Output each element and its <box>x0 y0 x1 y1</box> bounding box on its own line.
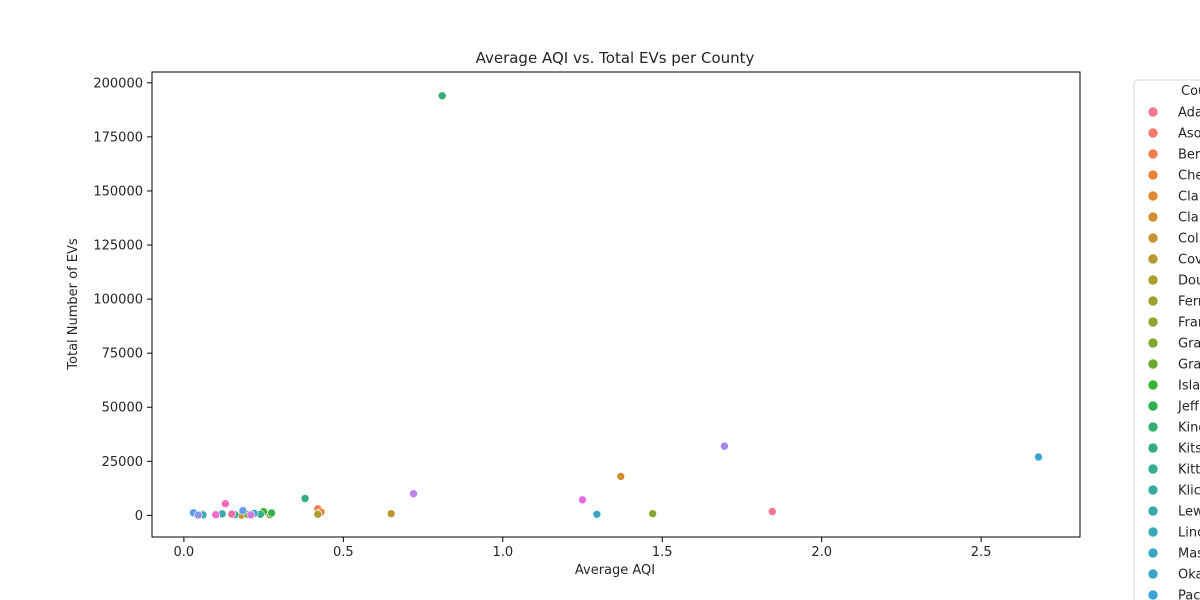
scatter-point <box>221 499 230 508</box>
legend-label: Ferr <box>1178 295 1200 310</box>
legend-marker <box>1147 253 1159 265</box>
y-tick-label: 50000 <box>102 401 143 416</box>
scatter-point <box>211 510 221 520</box>
legend-label: Cla <box>1178 211 1199 226</box>
legend-marker <box>1147 169 1159 181</box>
legend-marker <box>1147 358 1159 370</box>
scatter-point <box>616 472 626 481</box>
scatter-point <box>238 506 248 515</box>
legend-marker <box>1147 505 1159 517</box>
legend-marker <box>1147 484 1159 496</box>
y-tick-label: 75000 <box>102 347 143 362</box>
legend-label: Gra <box>1178 358 1200 373</box>
y-tick-label: 0 <box>135 509 143 524</box>
scatter-point <box>227 509 237 519</box>
legend-marker <box>1147 379 1159 391</box>
legend-label: Cov <box>1178 253 1200 268</box>
scatter-point <box>648 509 657 518</box>
scatter-points <box>189 91 1043 520</box>
legend-marker <box>1147 190 1159 202</box>
legend-marker <box>1147 337 1159 349</box>
y-tick-label: 100000 <box>93 293 143 308</box>
x-tick-label: 0.0 <box>174 545 195 560</box>
legend-label: Linc <box>1178 526 1200 541</box>
legend-label: Che <box>1178 169 1200 184</box>
legend-label: Ber <box>1178 148 1200 163</box>
legend-items: Ada Aso Ber Che Cla Cla Col Cov Dou Ferr Fran Gra Gr… <box>1147 106 1200 600</box>
legend-marker <box>1147 211 1159 223</box>
scatter-point <box>313 509 323 519</box>
x-tick-label: 2.0 <box>811 545 832 560</box>
scatter-point <box>300 494 310 503</box>
legend-label: Aso <box>1178 127 1200 142</box>
legend-label: Cla <box>1178 190 1199 205</box>
y-axis: 0 25000 50000 75000 100000 125000 150000 175000… <box>93 76 152 524</box>
scatter-point <box>386 509 396 518</box>
legend-label: Kits <box>1178 442 1200 457</box>
scatter-point <box>409 489 418 499</box>
legend-label: King <box>1178 421 1200 436</box>
legend-title: Cou <box>1181 84 1200 99</box>
legend-marker <box>1147 442 1159 454</box>
y-tick-label: 125000 <box>93 239 143 254</box>
legend-label: Fran <box>1178 316 1200 331</box>
scatter-point <box>720 441 729 451</box>
legend-label: Gra <box>1178 337 1200 352</box>
plot-frame <box>151 71 1081 538</box>
x-tick-label: 1.5 <box>652 545 673 560</box>
y-tick-label: 150000 <box>93 184 143 199</box>
x-tick-label: 2.5 <box>971 545 992 560</box>
scatter-point <box>767 507 777 516</box>
legend-label: Isla <box>1178 379 1200 394</box>
legend-label: Jeff <box>1177 400 1200 415</box>
scatter-point <box>1034 452 1043 462</box>
scatter-point <box>246 510 256 520</box>
legend-marker <box>1147 526 1159 538</box>
legend-marker <box>1147 421 1159 433</box>
legend-label: Col <box>1178 232 1199 247</box>
chart-title: Average AQI vs. Total EVs per County <box>476 49 755 67</box>
y-tick-label: 175000 <box>93 130 143 145</box>
legend-label: Oka <box>1178 568 1200 583</box>
legend-label: Ada <box>1178 106 1200 121</box>
y-tick-label: 200000 <box>93 76 143 91</box>
scatter-point <box>267 508 276 518</box>
legend-marker <box>1147 400 1159 412</box>
scatter-point <box>437 91 447 101</box>
x-axis: 0.0 0.5 1.0 1.5 2.0 2.5 <box>174 537 992 560</box>
legend-label: Lew <box>1178 505 1200 520</box>
x-tick-label: 1.0 <box>492 545 513 560</box>
legend-marker <box>1147 295 1159 307</box>
legend-marker <box>1147 463 1159 475</box>
legend-marker <box>1147 148 1159 160</box>
legend-marker <box>1147 127 1159 139</box>
legend-marker <box>1147 232 1159 244</box>
legend-marker <box>1147 547 1159 559</box>
x-axis-label: Average AQI <box>575 563 655 578</box>
legend-marker <box>1147 568 1159 580</box>
legend-label: Pac <box>1178 589 1200 600</box>
legend-label: Mas <box>1178 547 1200 562</box>
scatter-point <box>193 510 203 520</box>
legend-label: Dou <box>1178 274 1200 289</box>
legend-label: Klic <box>1178 484 1200 499</box>
legend-marker <box>1147 316 1159 328</box>
scatter-point <box>578 495 587 505</box>
legend: Cou Ada Aso Ber Che Cla Cla Col Cov Dou Ferr Fran G… <box>1133 79 1200 600</box>
legend-marker <box>1147 274 1159 286</box>
x-tick-label: 0.5 <box>333 545 354 560</box>
legend-marker <box>1147 589 1159 600</box>
y-axis-label: Total Number of EVs <box>66 238 81 371</box>
plot-area: 0.0 0.5 1.0 1.5 2.0 2.5 0 25000 50000 75000 10000… <box>93 71 1081 560</box>
y-tick-label: 25000 <box>102 455 143 470</box>
scatter-point <box>592 509 602 519</box>
legend-marker <box>1147 106 1159 118</box>
legend-label: Kitt <box>1178 463 1200 478</box>
